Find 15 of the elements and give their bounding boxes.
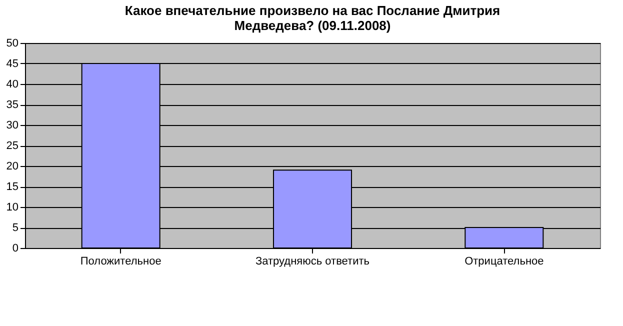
y-tick-label: 10 — [6, 202, 18, 214]
x-tick-label: Затрудняюсь ответить — [255, 256, 370, 268]
x-tick-label: Отрицательное — [464, 256, 544, 268]
y-tick-label: 25 — [6, 140, 18, 152]
chart-title: Какое впечательние произвело на вас Послание Дмитрия Медведева? (09.11.2008) — [124, 3, 500, 33]
y-tick-label: 50 — [6, 38, 18, 50]
y-tick-label: 40 — [6, 78, 18, 90]
y-tick-label: 5 — [12, 222, 18, 234]
y-tick-label: 45 — [6, 58, 18, 70]
y-tick-label: 20 — [6, 160, 18, 172]
y-tick-label: 35 — [6, 99, 18, 111]
y-tick-label: 30 — [6, 120, 18, 132]
x-tick-label: Положительное — [80, 256, 162, 268]
y-tick-label: 0 — [12, 242, 18, 254]
y-tick-label: 15 — [6, 181, 18, 193]
